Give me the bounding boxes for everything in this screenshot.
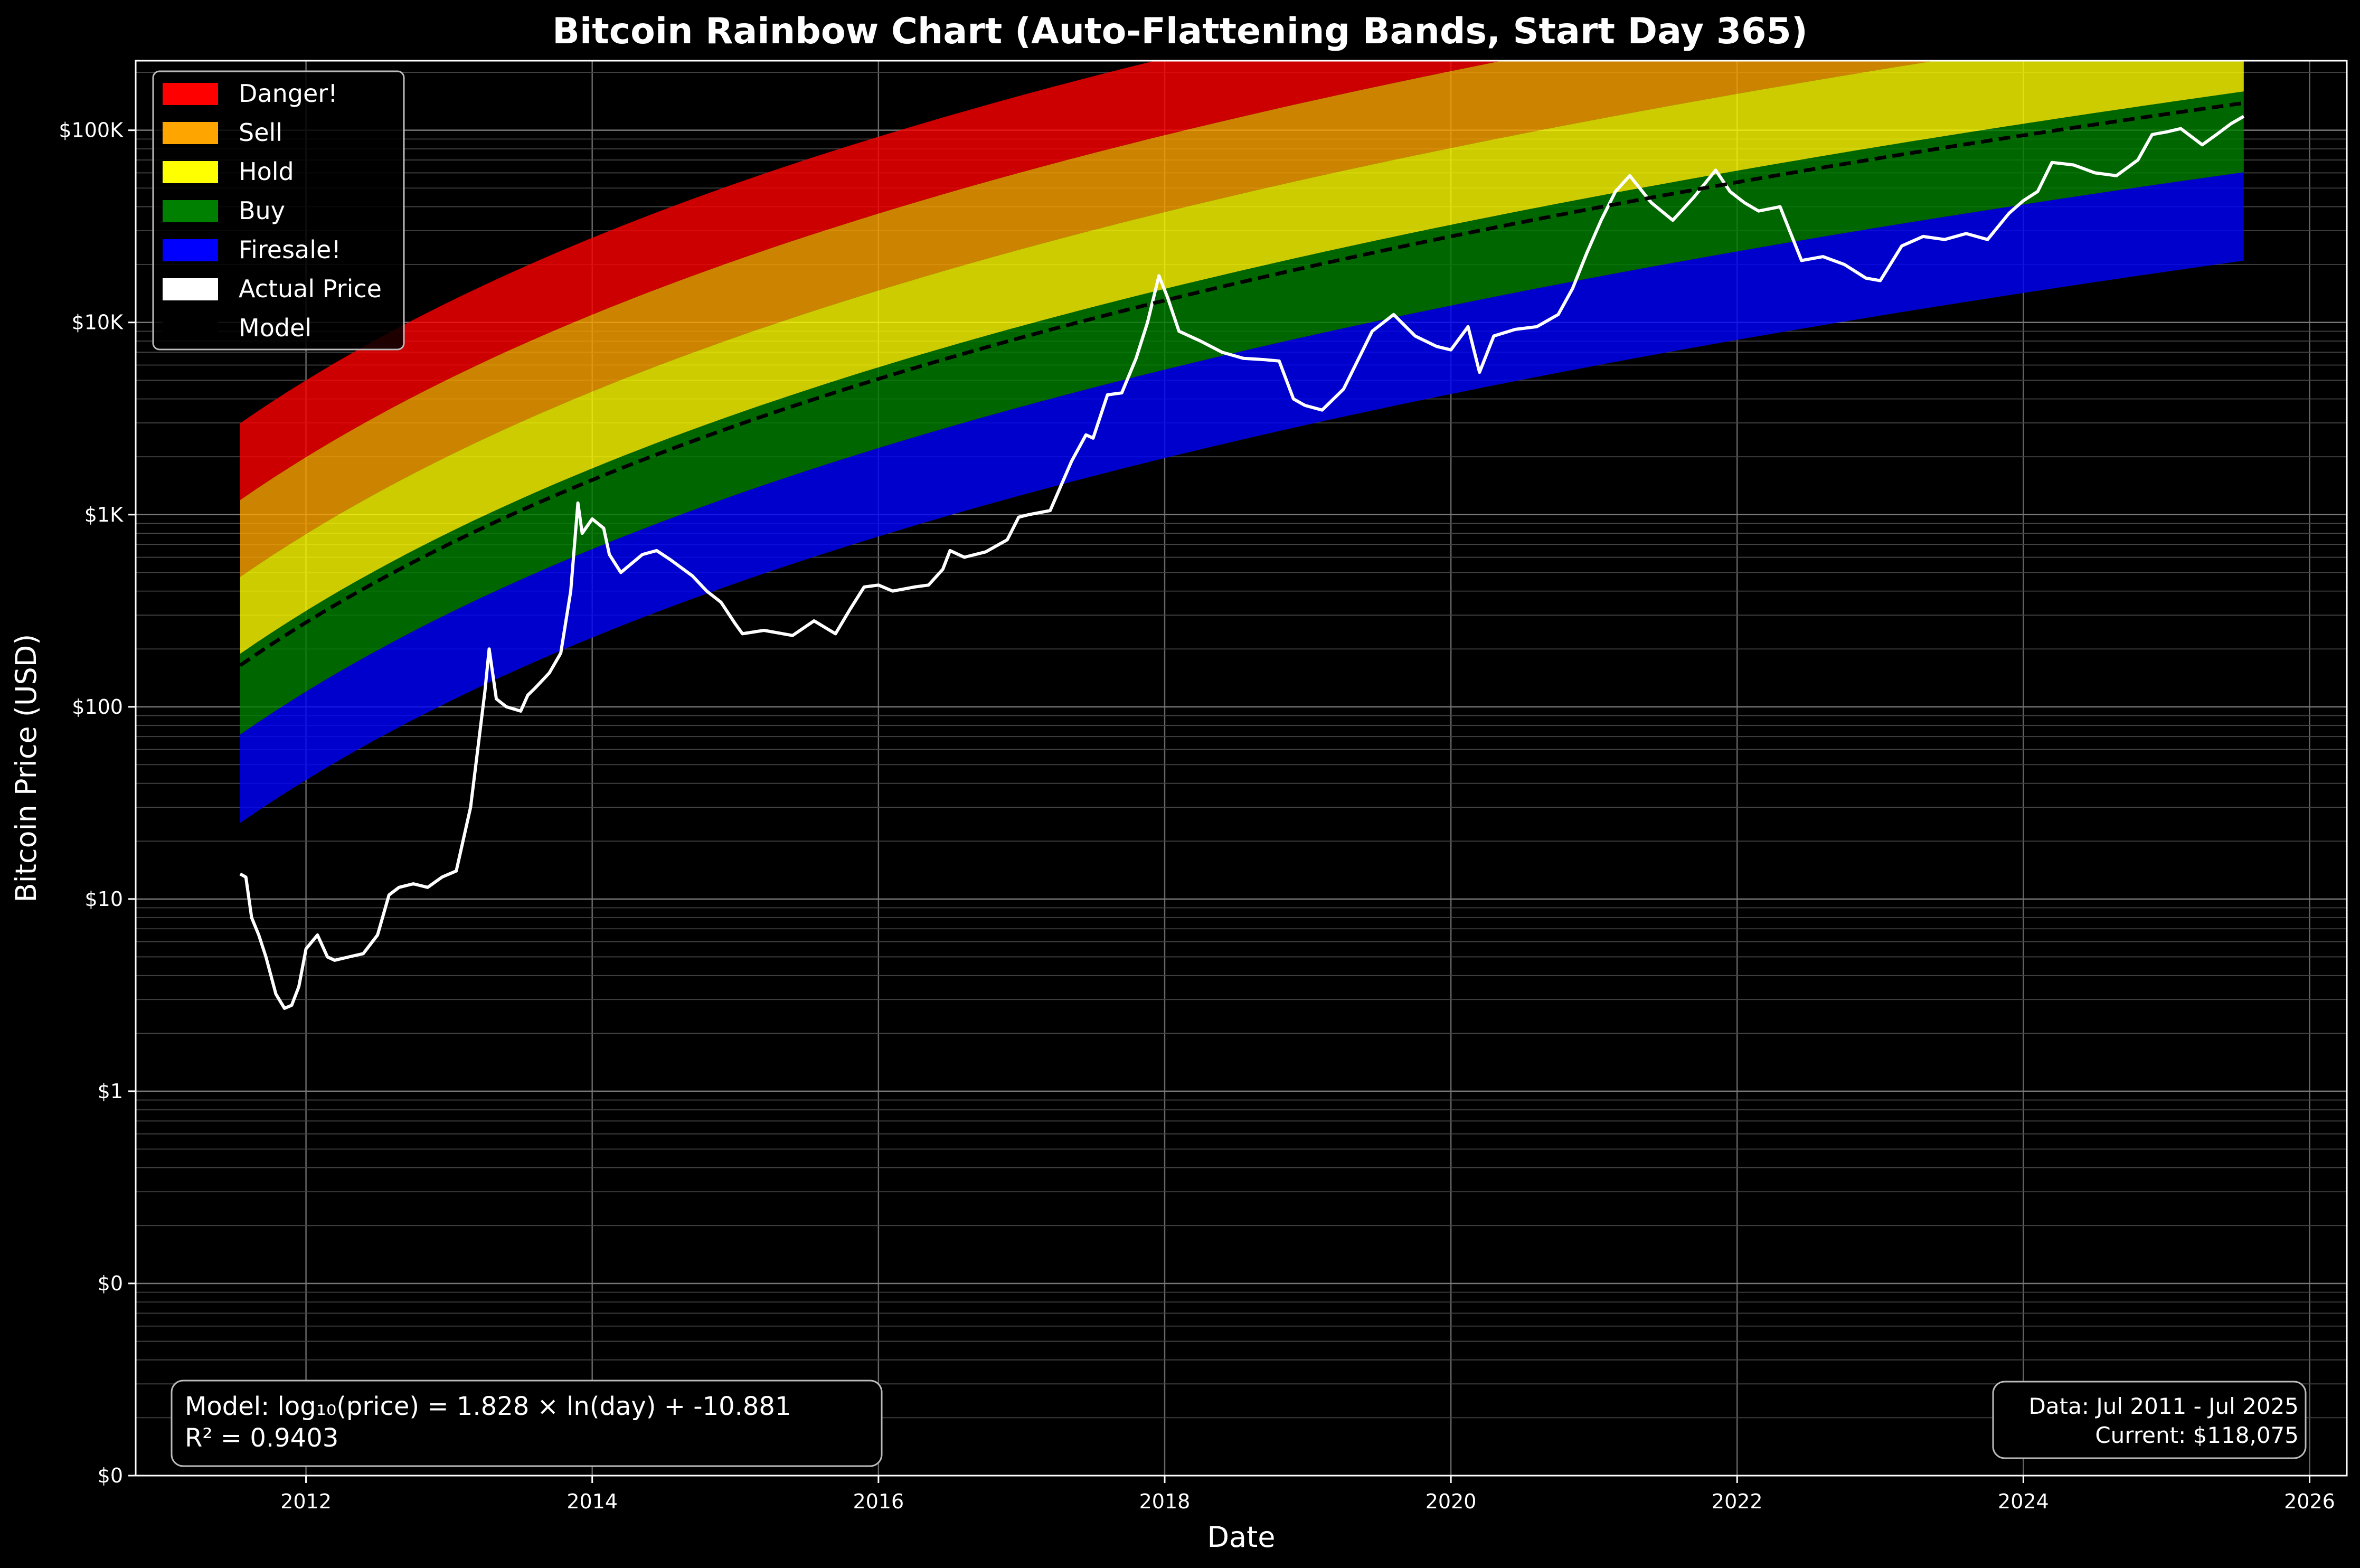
x-tick-label: 2022 <box>1712 1490 1763 1513</box>
legend-swatch-actual-price <box>163 278 218 300</box>
rainbow-bands <box>240 61 2244 823</box>
x-axis-label: Date <box>1207 1520 1275 1554</box>
model-annotation-box <box>171 1380 883 1467</box>
x-tick-label: 2024 <box>1998 1490 2049 1513</box>
legend-swatch-model <box>163 317 218 339</box>
x-tick-label: 2026 <box>2284 1490 2335 1513</box>
x-tick-label: 2020 <box>1426 1490 1477 1513</box>
legend-label-hold: Hold <box>239 157 294 186</box>
model-line <box>239 101 2244 667</box>
legend: Danger! Sell Hold Buy Firesale! Actual P… <box>152 70 405 351</box>
legend-label-buy: Buy <box>239 196 285 225</box>
data-range-text: Data: Jul 2011 - Jul 2025 <box>2029 1393 2299 1419</box>
plot-frame <box>135 60 2348 1477</box>
legend-label-actual-price: Actual Price <box>239 275 382 303</box>
y-tick-label: $0 <box>98 1272 123 1295</box>
legend-swatch-sell <box>163 122 218 144</box>
band-buy <box>240 91 2244 735</box>
x-tick-label: 2012 <box>280 1490 332 1513</box>
data-annotation: Data: Jul 2011 - Jul 2025 Current: $118,… <box>1992 1381 2307 1459</box>
y-tick-label: $1K <box>84 503 124 526</box>
y-tick-label: $1 <box>98 1080 123 1103</box>
legend-swatch-hold <box>163 161 218 183</box>
model-equation-text: Model: log₁₀(price) = 1.828 × ln(day) + … <box>185 1392 791 1421</box>
band-hold <box>240 61 2244 654</box>
legend-label-firesale: Firesale! <box>239 235 341 264</box>
legend-swatch-danger <box>163 83 218 105</box>
actual-price-line <box>239 115 2245 1010</box>
legend-swatch-buy <box>163 200 218 222</box>
band-sell <box>240 61 1936 577</box>
x-tick-label: 2018 <box>1139 1490 1191 1513</box>
band-firesale <box>240 172 2244 823</box>
legend-label-model: Model <box>239 314 311 342</box>
y-tick-label: $100 <box>72 695 123 719</box>
axis-ticks: 2012 2014 2016 2018 2020 2022 2024 2026 $0 $0 $1 $1… <box>59 119 2335 1513</box>
band-danger <box>240 61 1503 500</box>
y-axis-label: Bitcoin Price (USD) <box>10 634 43 903</box>
y-tick-label: $10K <box>72 311 124 334</box>
series-lines <box>239 101 2245 1010</box>
y-tick-label: $100K <box>59 119 124 142</box>
legend-swatch-firesale <box>163 239 218 261</box>
r-squared-text: R² = 0.9403 <box>185 1423 338 1453</box>
legend-label-danger: Danger! <box>239 79 338 108</box>
data-annotation-box <box>1992 1381 2307 1459</box>
x-tick-label: 2014 <box>567 1490 618 1513</box>
current-price-text: Current: $118,075 <box>2095 1422 2299 1448</box>
legend-label-sell: Sell <box>239 118 282 147</box>
model-annotation: Model: log₁₀(price) = 1.828 × ln(day) + … <box>171 1380 883 1467</box>
y-tick-label: $10 <box>84 887 123 911</box>
x-tick-label: 2016 <box>853 1490 904 1513</box>
y-tick-label: $0 <box>98 1464 123 1487</box>
chart-title: Bitcoin Rainbow Chart (Auto-Flattening B… <box>552 11 1808 52</box>
